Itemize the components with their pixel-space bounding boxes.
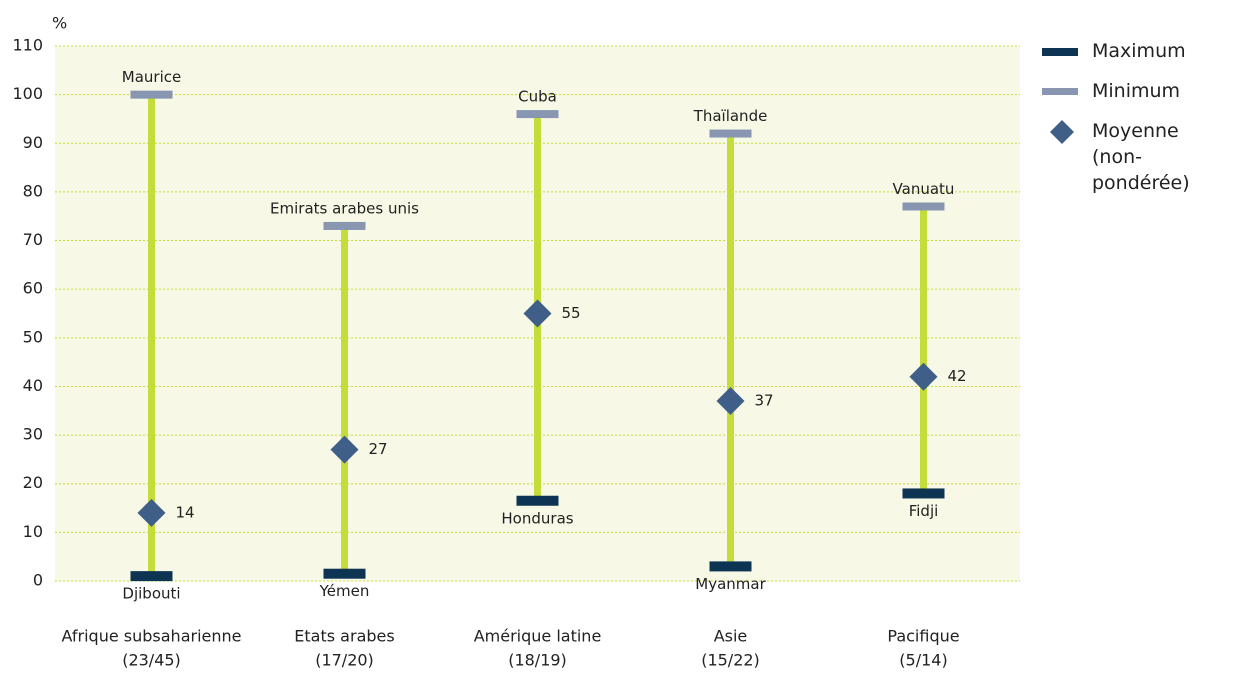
min-label: Emirats arabes unis [270, 199, 419, 217]
min-label: Cuba [518, 88, 557, 106]
y-tick-label: 60 [23, 279, 43, 298]
y-tick-label: 30 [23, 425, 43, 444]
x-tick-sublabel: (23/45) [122, 651, 181, 670]
legend-swatch [1042, 88, 1078, 95]
mean-marker [909, 362, 938, 391]
min-label: Vanuatu [893, 180, 955, 198]
max-bar [130, 571, 173, 582]
y-tick-label: 0 [33, 571, 43, 590]
legend-swatch [1050, 120, 1074, 144]
max-bar [516, 495, 559, 506]
min-bar [709, 129, 752, 138]
max-label: Myanmar [695, 575, 766, 593]
x-tick-sublabel: (15/22) [701, 651, 760, 670]
max-label: Fidji [909, 502, 939, 520]
legend-label: Moyenne (non-pondérée) [1092, 120, 1190, 194]
x-tick-label: Amérique latine [474, 627, 602, 646]
max-bar [709, 561, 752, 572]
min-bar [130, 90, 173, 99]
mean-marker [330, 435, 359, 464]
y-tick-label: 40 [23, 376, 43, 395]
mean-marker [523, 299, 552, 328]
x-tick-label: Pacifique [887, 627, 959, 646]
x-tick-sublabel: (18/19) [508, 651, 567, 670]
legend-label: Maximum [1092, 40, 1186, 62]
y-tick-label: 10 [23, 522, 43, 541]
y-tick-label: 110 [12, 36, 43, 55]
x-tick-label: Afrique subsaharienne [62, 627, 242, 646]
min-bar [516, 110, 559, 119]
max-bar [323, 568, 366, 579]
x-tick-label: Etats arabes [294, 627, 394, 646]
y-tick-label: 90 [23, 133, 43, 152]
x-tick-sublabel: (5/14) [899, 651, 947, 670]
max-bar [902, 488, 945, 499]
y-tick-label: 80 [23, 181, 43, 200]
y-tick-label: 20 [23, 473, 43, 492]
max-label: Honduras [501, 509, 573, 527]
mean-marker [137, 498, 166, 527]
max-label: Djibouti [122, 585, 180, 603]
swatch [1042, 88, 1078, 95]
mean-label: 27 [369, 440, 388, 458]
swatch [1042, 48, 1078, 56]
legend-item: Moyenne (non-pondérée) [1040, 118, 1230, 196]
mean-label: 42 [948, 367, 967, 385]
legend: Maximum Minimum Moyenne (non-pondérée) [1040, 38, 1230, 208]
y-tick-label: 100 [12, 84, 43, 103]
mean-marker [716, 387, 745, 416]
mean-label: 37 [755, 392, 774, 410]
min-label: Maurice [122, 68, 181, 86]
y-tick-label: 50 [23, 327, 43, 346]
min-bar [323, 221, 366, 230]
y-tick-label: 70 [23, 230, 43, 249]
mean-label: 55 [562, 304, 581, 322]
legend-label: Minimum [1092, 80, 1181, 102]
x-tick-sublabel: (17/20) [315, 651, 374, 670]
x-tick-label: Asie [714, 627, 748, 646]
swatch [1050, 120, 1074, 144]
mean-label: 14 [176, 503, 195, 521]
legend-swatch [1042, 48, 1078, 56]
y-axis-label: % [52, 14, 67, 33]
min-label: Thaïlande [693, 107, 768, 125]
legend-item: Minimum [1040, 78, 1230, 106]
max-label: Yémen [319, 582, 370, 600]
min-bar [902, 202, 945, 211]
legend-item: Maximum [1040, 38, 1230, 66]
